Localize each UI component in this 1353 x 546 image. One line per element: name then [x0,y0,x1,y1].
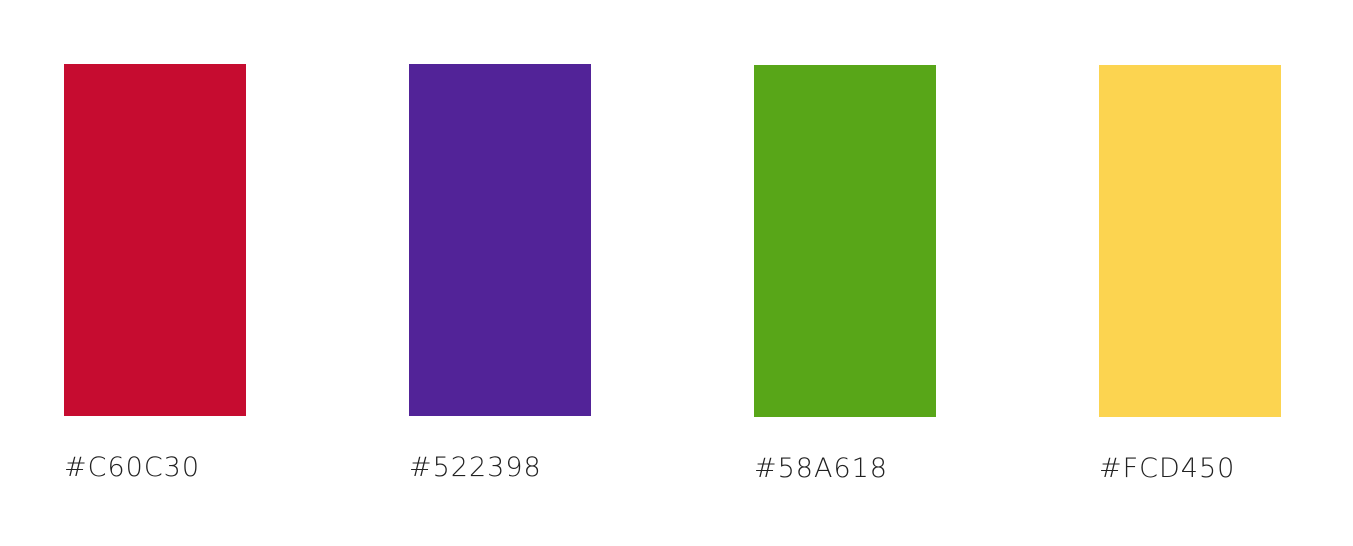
swatch-group-yellow: #FCD450 [1099,65,1281,482]
swatch-yellow [1099,65,1281,417]
swatch-label-green: #58A618 [754,453,888,484]
swatch-label-red: #C60C30 [64,452,201,483]
swatch-group-purple: #522398 [409,64,591,481]
swatch-group-red: #C60C30 [64,64,246,481]
swatch-label-purple: #522398 [409,452,542,483]
swatch-red [64,64,246,416]
swatch-label-yellow: #FCD450 [1099,453,1236,484]
swatch-purple [409,64,591,416]
swatch-green [754,65,936,417]
swatch-group-green: #58A618 [754,65,936,482]
